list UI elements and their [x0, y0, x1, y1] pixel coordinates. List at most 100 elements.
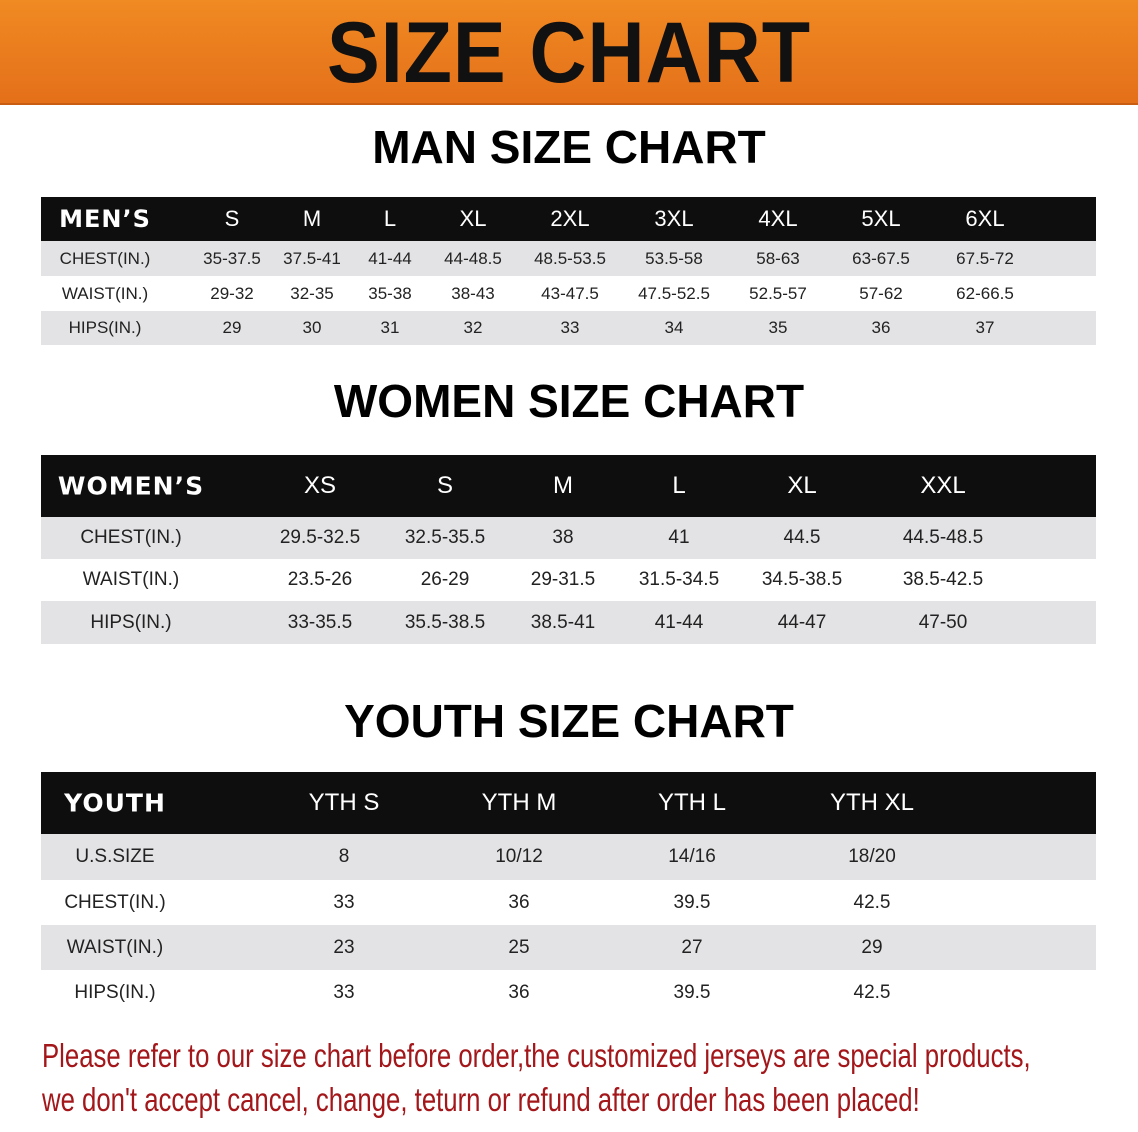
- measurement-value: 44.5: [783, 527, 821, 548]
- size-column-header: 2XL: [550, 206, 590, 231]
- measurement-value: 29-31.5: [530, 569, 596, 590]
- measurement-value: 47.5-52.5: [638, 283, 710, 303]
- measurement-value: 23: [333, 936, 355, 958]
- table-row: CHEST(IN.) 33 36 39.5 42.5: [41, 880, 1096, 925]
- measurement-label: CHEST(IN.): [80, 527, 182, 548]
- measurement-value: 39.5: [673, 981, 711, 1003]
- measurement-value: 44-47: [777, 611, 827, 633]
- youth-size-table: YOUTH YTH S YTH M YTH L YTH XL U.S.SIZE 8 10/12…: [41, 772, 1096, 1015]
- measurement-value: 32-35: [290, 283, 334, 303]
- measurement-value: 26-29: [420, 569, 470, 590]
- size-column-header: S: [224, 206, 240, 231]
- measurement-value: 62-66.5: [956, 283, 1014, 303]
- measurement-value: 63-67.5: [852, 248, 910, 268]
- measurement-value: 29: [222, 318, 242, 337]
- youth-table-label: YOUTH: [64, 788, 166, 818]
- measurement-value: 32: [463, 318, 483, 337]
- measurement-value: 32.5-35.5: [404, 527, 486, 548]
- measurement-value: 29.5-32.5: [279, 527, 361, 548]
- measurement-value: 41-44: [368, 248, 412, 268]
- measurement-value: 42.5: [853, 891, 891, 913]
- measurement-label: HIPS(IN.): [68, 318, 142, 337]
- notice-line-1: Please refer to our size chart before or…: [42, 1037, 1031, 1074]
- men-size-table: MEN’S S M L XL 2XL 3XL 4XL 5XL 6XL CHEST(IN.) 35-37…: [41, 197, 1096, 345]
- measurement-value: 36: [871, 318, 891, 337]
- measurement-value: 10/12: [495, 846, 543, 867]
- size-column-header: YTH L: [657, 789, 727, 816]
- measurement-value: 41-44: [654, 611, 704, 633]
- measurement-value: 35.5-38.5: [404, 611, 486, 633]
- women-section-title: WOMEN SIZE CHART: [333, 375, 805, 427]
- size-column-header: 4XL: [758, 206, 798, 231]
- table-row: WAIST(IN.) 29-32 32-35 35-38 38-43 43-47.5 47.…: [41, 276, 1096, 311]
- measurement-label: CHEST(IN.): [64, 891, 166, 913]
- measurement-value: 38.5-41: [530, 611, 596, 633]
- size-column-header: YTH M: [481, 789, 557, 816]
- size-column-header: XL: [459, 206, 487, 231]
- measurement-value: 8: [338, 846, 350, 867]
- measurement-value: 37: [975, 318, 995, 337]
- measurement-value: 37.5-41: [283, 248, 341, 268]
- measurement-value: 29: [861, 936, 883, 958]
- measurement-value: 48.5-53.5: [534, 248, 606, 268]
- measurement-value: 30: [302, 318, 322, 337]
- measurement-value: 58-63: [756, 248, 800, 268]
- men-header-row: MEN’S S M L XL 2XL 3XL 4XL 5XL 6XL: [41, 197, 1096, 241]
- size-column-header: XL: [787, 472, 817, 499]
- size-column-header: YTH XL: [829, 789, 915, 816]
- women-size-table: WOMEN’S XS S M L XL XXL CHEST(IN.) 29.5-32.5 32.5…: [41, 455, 1096, 644]
- youth-header-row: YOUTH YTH S YTH M YTH L YTH XL: [41, 772, 1096, 834]
- table-row: CHEST(IN.) 29.5-32.5 32.5-35.5 38 41 44.5 44.5…: [41, 517, 1096, 559]
- size-column-header: L: [383, 206, 397, 231]
- measurement-value: 35-37.5: [203, 248, 261, 268]
- measurement-value: 29-32: [210, 283, 254, 303]
- measurement-label: CHEST(IN.): [59, 248, 151, 268]
- measurement-value: 52.5-57: [749, 283, 807, 303]
- measurement-label: WAIST(IN.): [61, 283, 149, 303]
- page-title: SIZE CHART: [327, 5, 811, 101]
- measurement-value: 18/20: [848, 846, 896, 867]
- measurement-value: 36: [508, 891, 530, 913]
- measurement-value: 47-50: [918, 611, 968, 633]
- measurement-value: 44.5-48.5: [902, 527, 984, 548]
- table-row: HIPS(IN.) 33 36 39.5 42.5: [41, 970, 1096, 1015]
- measurement-value: 33: [333, 981, 355, 1003]
- size-column-header: YTH S: [308, 789, 380, 816]
- measurement-value: 33: [333, 891, 355, 913]
- size-column-header: 5XL: [861, 206, 901, 231]
- notice-line-2: we don't accept cancel, change, teturn o…: [42, 1081, 920, 1118]
- table-row: HIPS(IN.) 29 30 31 32 33 34 35 36 37: [41, 311, 1096, 345]
- measurement-value: 23.5-26: [287, 569, 353, 590]
- size-column-header: XXL: [920, 472, 966, 499]
- measurement-value: 43-47.5: [541, 283, 599, 303]
- measurement-value: 53.5-58: [645, 248, 703, 268]
- men-section-title: MAN SIZE CHART: [372, 121, 766, 173]
- size-column-header: M: [302, 206, 322, 231]
- table-row: U.S.SIZE 8 10/12 14/16 18/20: [41, 834, 1096, 880]
- measurement-value: 44-48.5: [444, 248, 502, 268]
- measurement-value: 33-35.5: [287, 611, 353, 633]
- measurement-value: 34: [664, 318, 684, 337]
- measurement-value: 57-62: [859, 283, 903, 303]
- table-row: HIPS(IN.) 33-35.5 35.5-38.5 38.5-41 41-44 44-…: [41, 601, 1096, 644]
- size-column-header: L: [672, 472, 686, 499]
- measurement-value: 36: [508, 981, 530, 1003]
- men-table-label: MEN’S: [59, 205, 151, 233]
- women-table-label: WOMEN’S: [57, 471, 205, 501]
- measurement-value: 27: [681, 936, 703, 958]
- size-column-header: M: [553, 472, 573, 499]
- size-column-header: 6XL: [965, 206, 1005, 231]
- measurement-value: 31.5-34.5: [638, 569, 720, 590]
- measurement-value: 38: [552, 527, 574, 548]
- measurement-value: 33: [560, 318, 580, 337]
- measurement-label: U.S.SIZE: [75, 846, 155, 867]
- measurement-label: WAIST(IN.): [66, 936, 164, 958]
- measurement-value: 39.5: [673, 891, 711, 913]
- size-column-header: 3XL: [654, 206, 694, 231]
- measurement-value: 42.5: [853, 981, 891, 1003]
- table-row: WAIST(IN.) 23.5-26 26-29 29-31.5 31.5-34.5 34…: [41, 559, 1096, 601]
- youth-section-title: YOUTH SIZE CHART: [344, 695, 794, 747]
- size-column-header: XS: [303, 472, 337, 499]
- measurement-value: 67.5-72: [956, 248, 1014, 268]
- measurement-value: 38.5-42.5: [902, 569, 984, 590]
